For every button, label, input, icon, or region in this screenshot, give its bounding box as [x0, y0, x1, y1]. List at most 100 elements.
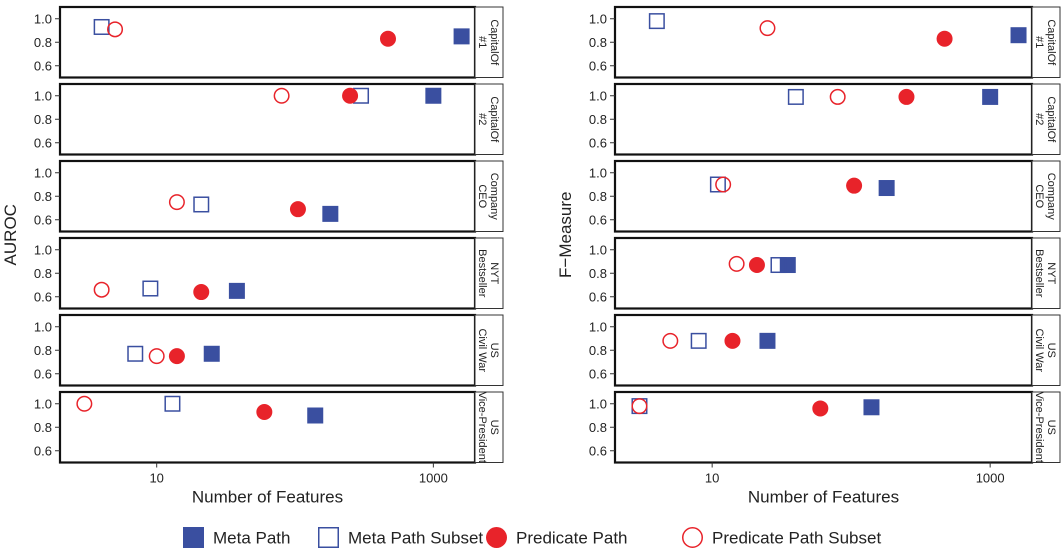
y-tick-label: 0.8 — [34, 266, 52, 281]
facet-frame — [613, 82, 1034, 156]
predicate-path-subset-point — [93, 281, 110, 298]
predicate-path-subset-point — [715, 176, 732, 193]
facet-frame — [58, 82, 477, 156]
facet-strip — [1031, 83, 1061, 155]
predicate-path-subset-point — [662, 332, 679, 349]
facet-frame — [613, 236, 1034, 310]
facet-strip — [474, 83, 504, 155]
y-tick-label: 0.8 — [589, 266, 607, 281]
y-tick-label: 1.0 — [589, 88, 607, 103]
predicate-path-point — [256, 403, 273, 420]
y-tick-label: 1.0 — [34, 242, 52, 257]
y-tick-label: 0.8 — [34, 112, 52, 127]
x-tick-label: 1000 — [976, 471, 1005, 486]
x-tick-label: 10 — [705, 471, 719, 486]
facet-strip-label: CapitalOf#2 — [1033, 96, 1057, 143]
facet-strip-label: CapitalOf#2 — [476, 96, 500, 143]
y-tick-label: 0.6 — [589, 212, 607, 227]
facet-strip — [474, 160, 504, 232]
meta-path-point — [203, 345, 220, 362]
meta-path-subset-point — [193, 196, 210, 213]
y-tick-label: 1.0 — [589, 165, 607, 180]
predicate-path-point — [724, 332, 741, 349]
predicate-path-point — [748, 257, 765, 274]
predicate-path-subset-point — [631, 398, 648, 415]
legend-predicate-path-subset-marker — [682, 527, 703, 548]
predicate-path-subset-point — [76, 395, 93, 412]
facet-strip — [474, 6, 504, 78]
y-tick-label: 1.0 — [34, 88, 52, 103]
y-tick-label: 1.0 — [34, 319, 52, 334]
meta-path-subset-point — [127, 345, 144, 362]
predicate-path-point — [846, 177, 863, 194]
meta-path-point — [425, 87, 442, 104]
facet-strip — [1031, 6, 1061, 78]
predicate-path-subset-point — [107, 21, 124, 38]
meta-path-point — [982, 88, 999, 105]
predicate-path-point — [289, 201, 306, 218]
facet-strip-label: CompanyCEO — [1033, 173, 1057, 221]
meta-path-point — [863, 399, 880, 416]
meta-path-subset-point — [648, 13, 665, 30]
legend-meta-path-label: Meta Path — [213, 529, 291, 548]
predicate-path-subset-point — [168, 194, 185, 211]
predicate-path-subset-point — [148, 348, 165, 365]
facet-strip — [474, 391, 504, 463]
meta-path-point — [322, 205, 339, 222]
meta-path-subset-point — [142, 280, 159, 297]
y-axis-title: F−Measure — [556, 192, 575, 278]
facet-frame — [58, 313, 477, 387]
y-tick-label: 1.0 — [589, 319, 607, 334]
facet-frame — [613, 313, 1034, 387]
y-tick-label: 1.0 — [34, 165, 52, 180]
predicate-path-point — [168, 348, 185, 365]
facet-strip-label: CapitalOf#1 — [476, 19, 500, 66]
facet-strip — [474, 314, 504, 386]
y-tick-label: 0.6 — [589, 366, 607, 381]
legend-predicate-path-label: Predicate Path — [516, 529, 628, 548]
y-tick-label: 1.0 — [34, 396, 52, 411]
y-tick-label: 0.6 — [589, 443, 607, 458]
y-tick-label: 0.8 — [589, 420, 607, 435]
x-axis-title: Number of Features — [748, 488, 899, 507]
facet-strip-label: USCivil War — [1033, 328, 1057, 372]
predicate-path-subset-point — [829, 88, 846, 105]
facet-frame — [613, 159, 1034, 233]
y-tick-label: 0.8 — [589, 35, 607, 50]
facet-strip — [1031, 160, 1061, 232]
y-tick-label: 0.6 — [34, 58, 52, 73]
meta-path-point — [759, 332, 776, 349]
y-tick-label: 1.0 — [589, 396, 607, 411]
facet-frame — [613, 5, 1034, 79]
y-tick-label: 0.8 — [34, 420, 52, 435]
meta-path-subset-point — [770, 257, 787, 274]
legend-meta-path-marker — [183, 527, 204, 548]
legend-meta-path-subset-label: Meta Path Subset — [348, 529, 483, 548]
y-tick-label: 0.6 — [34, 443, 52, 458]
meta-path-subset-point — [164, 395, 181, 412]
legend-predicate-path-marker — [486, 527, 507, 548]
y-tick-label: 0.6 — [589, 289, 607, 304]
facet-strip-label: CapitalOf#1 — [1033, 19, 1057, 66]
predicate-path-subset-point — [273, 87, 290, 104]
facet-strip — [1031, 314, 1061, 386]
meta-path-point — [453, 28, 470, 45]
facet-strip-label: NYTBestseller — [1033, 249, 1057, 298]
predicate-path-subset-point — [728, 255, 745, 272]
legend-meta-path-subset-marker — [318, 527, 339, 548]
predicate-path-point — [379, 30, 396, 47]
meta-path-subset-point — [690, 332, 707, 349]
predicate-path-point — [812, 400, 829, 417]
y-tick-label: 0.6 — [34, 289, 52, 304]
facet-frame — [58, 390, 477, 464]
facet-frame — [58, 5, 477, 79]
meta-path-point — [878, 180, 895, 197]
predicate-path-point — [342, 87, 359, 104]
facet-strip-label: CompanyCEO — [476, 173, 500, 221]
y-tick-label: 0.6 — [34, 366, 52, 381]
y-tick-label: 0.8 — [589, 112, 607, 127]
meta-path-point — [779, 257, 796, 274]
meta-path-subset-point — [709, 176, 726, 193]
y-tick-label: 0.8 — [34, 343, 52, 358]
